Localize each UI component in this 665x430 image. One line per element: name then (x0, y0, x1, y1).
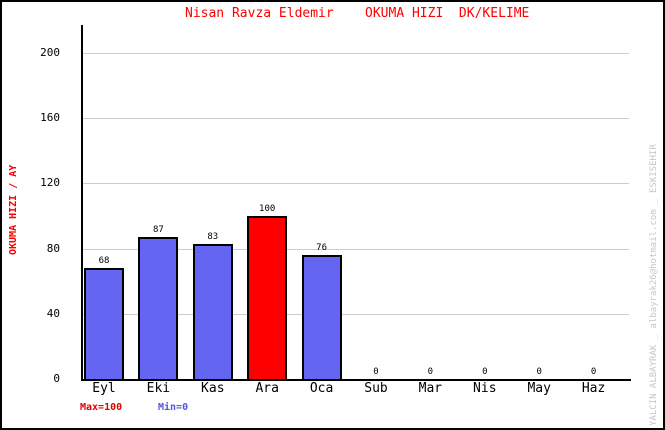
x-tick-label: Oca (309, 381, 334, 396)
bar-value-label: 0 (373, 367, 379, 377)
x-tick-label: Nis (473, 381, 497, 396)
x-tick-label: Mar (418, 381, 443, 396)
gridline (83, 183, 629, 185)
watermark-text: YALCIN ALBAYRAK _ albayrak26@hotmail.com… (649, 144, 659, 426)
bar-value-label: 83 (207, 231, 219, 242)
chart-title: Nisan Ravza Eldemir OKUMA HIZI DK/KELIME (185, 6, 530, 21)
x-tick-label: Kas (201, 381, 225, 396)
y-tick-label: 40 (46, 306, 60, 320)
y-tick-label: 80 (46, 241, 60, 255)
bar-value-label: 0 (482, 367, 488, 377)
min-annotation: Min=0 (158, 402, 189, 413)
x-axis-line (81, 379, 631, 381)
y-tick-label: 200 (40, 46, 60, 59)
x-tick-label: May (527, 381, 551, 396)
bar (301, 255, 342, 381)
bar (247, 216, 288, 381)
y-tick-label: 0 (53, 372, 60, 385)
bar-value-label: 87 (152, 225, 164, 236)
y-tick-label: 160 (40, 111, 60, 125)
bar-value-label: 100 (259, 204, 276, 214)
x-tick-label: Eyl (92, 381, 116, 396)
gridline (83, 53, 629, 54)
gridline (83, 313, 629, 315)
x-tick-label: Eki (146, 381, 171, 396)
gridline (83, 248, 629, 250)
bar-value-label: 76 (316, 243, 328, 254)
bar (192, 243, 233, 381)
x-tick-label: Ara (255, 381, 279, 396)
bar-value-label: 0 (536, 367, 542, 377)
bar (138, 237, 179, 381)
x-tick-label: Sub (364, 381, 388, 396)
bar (84, 268, 124, 381)
x-tick-label: Haz (581, 381, 606, 396)
max-annotation: Max=100 (80, 402, 123, 413)
y-axis-line (81, 25, 83, 381)
gridline (83, 118, 629, 120)
bar-value-label: 0 (590, 367, 597, 377)
bar-value-label: 0 (427, 367, 434, 377)
bar-value-label: 68 (98, 256, 110, 267)
y-tick-label: 120 (40, 176, 60, 190)
